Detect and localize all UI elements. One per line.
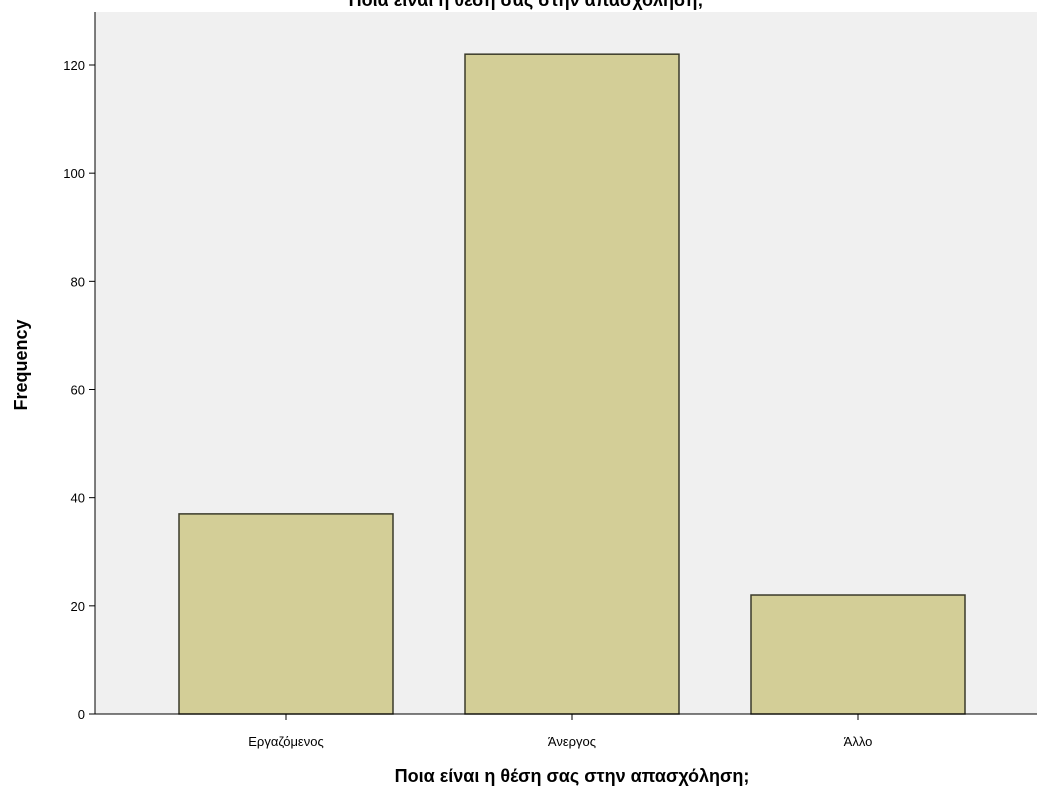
chart-title: Ποια είναι η θέση σας στην απασχόληση; — [349, 0, 704, 10]
bar-2 — [750, 594, 966, 715]
y-tick-label: 20 — [71, 599, 85, 614]
y-axis-ticks: 0 20 40 60 80 100 120 — [63, 58, 95, 722]
x-axis-ticks: Εργαζόμενος Άνεργος Άλλο — [248, 714, 872, 749]
y-tick-label: 80 — [71, 274, 85, 289]
y-tick-label: 60 — [71, 383, 85, 398]
x-tick-label: Άνεργος — [548, 734, 596, 749]
bar-0 — [178, 513, 394, 715]
bars-group — [178, 53, 966, 715]
x-tick-label: Άλλο — [844, 734, 873, 749]
bar-1 — [464, 53, 680, 715]
y-tick-label: 40 — [71, 491, 85, 506]
x-axis-title: Ποια είναι η θέση σας στην απασχόληση; — [395, 766, 750, 786]
y-tick-label: 100 — [63, 166, 85, 181]
y-tick-label: 0 — [78, 707, 85, 722]
y-axis-title: Frequency — [11, 319, 31, 410]
y-tick-label: 120 — [63, 58, 85, 73]
x-tick-label: Εργαζόμενος — [248, 734, 323, 749]
